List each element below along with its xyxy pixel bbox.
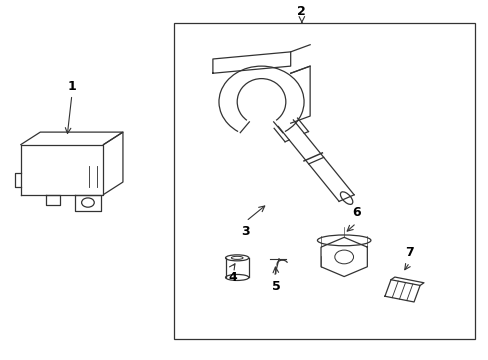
Text: 6: 6: [351, 207, 360, 220]
Text: 5: 5: [271, 280, 280, 293]
Text: 7: 7: [405, 246, 413, 259]
Text: 2: 2: [297, 5, 305, 18]
Text: 4: 4: [227, 271, 236, 284]
Text: 3: 3: [241, 225, 250, 238]
Bar: [174, 23, 474, 339]
Text: 1: 1: [67, 80, 76, 93]
